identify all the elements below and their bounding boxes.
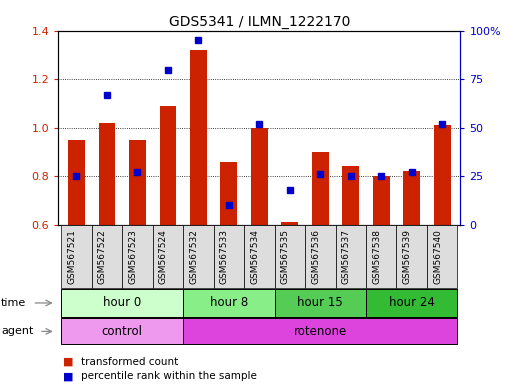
- Bar: [433, 125, 449, 225]
- Text: GSM567522: GSM567522: [98, 229, 107, 284]
- Text: hour 0: hour 0: [103, 296, 141, 310]
- Text: GSM567535: GSM567535: [280, 229, 289, 284]
- Bar: [189, 50, 207, 225]
- Text: GSM567532: GSM567532: [189, 229, 198, 284]
- Bar: [159, 106, 176, 225]
- Text: percentile rank within the sample: percentile rank within the sample: [81, 371, 257, 381]
- Text: GSM567538: GSM567538: [372, 229, 380, 284]
- Text: GSM567536: GSM567536: [311, 229, 320, 284]
- Bar: [220, 162, 237, 225]
- Text: GSM567521: GSM567521: [67, 229, 76, 284]
- Text: rotenone: rotenone: [293, 325, 346, 338]
- Bar: [68, 140, 85, 225]
- Text: time: time: [1, 298, 26, 308]
- Text: ■: ■: [63, 371, 74, 381]
- Text: hour 8: hour 8: [209, 296, 247, 310]
- Text: control: control: [102, 325, 142, 338]
- Text: GSM567539: GSM567539: [402, 229, 411, 284]
- Text: GSM567524: GSM567524: [159, 229, 168, 284]
- Text: transformed count: transformed count: [81, 357, 178, 367]
- Bar: [402, 171, 419, 225]
- Bar: [281, 222, 297, 225]
- Text: GSM567534: GSM567534: [250, 229, 259, 284]
- Bar: [98, 123, 115, 225]
- Text: ■: ■: [63, 357, 74, 367]
- Text: GSM567537: GSM567537: [341, 229, 350, 284]
- Bar: [129, 140, 145, 225]
- Bar: [372, 176, 389, 225]
- Text: GSM567533: GSM567533: [219, 229, 228, 284]
- Text: hour 15: hour 15: [297, 296, 342, 310]
- Text: agent: agent: [1, 326, 33, 336]
- Text: GSM567540: GSM567540: [432, 229, 441, 284]
- Bar: [342, 167, 359, 225]
- Text: hour 24: hour 24: [388, 296, 434, 310]
- Text: GDS5341 / ILMN_1222170: GDS5341 / ILMN_1222170: [168, 15, 349, 29]
- Text: GSM567523: GSM567523: [128, 229, 137, 284]
- Bar: [250, 128, 267, 225]
- Bar: [311, 152, 328, 225]
